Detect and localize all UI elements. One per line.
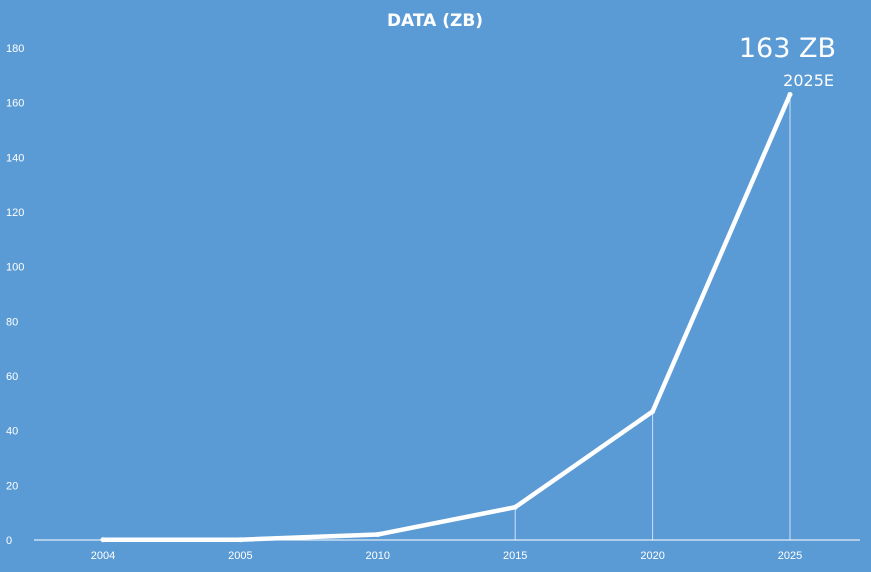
y-tick-label: 60	[6, 371, 18, 383]
x-tick-label: 2020	[640, 550, 664, 562]
x-tick-label: 2005	[228, 550, 252, 562]
x-tick-label: 2010	[366, 550, 390, 562]
data-point	[512, 504, 518, 510]
y-tick-label: 180	[6, 43, 24, 55]
x-axis-ticks: 2004 2005 2010 2015 2020 2025	[91, 550, 802, 562]
y-tick-label: 80	[6, 316, 18, 328]
chart-title: DATA (ZB)	[387, 11, 483, 31]
data-series-line	[100, 92, 793, 542]
x-tick-label: 2004	[91, 550, 115, 562]
y-tick-label: 20	[6, 480, 18, 492]
data-points	[100, 91, 793, 543]
data-point	[100, 537, 106, 543]
peak-value-annotation: 163 ZB	[739, 33, 836, 64]
data-point	[650, 409, 656, 415]
y-axis-ticks: 0 20 40 60 80 100 120 140 160 180	[6, 43, 24, 547]
data-point	[237, 537, 243, 543]
data-point	[787, 91, 793, 97]
y-tick-label: 40	[6, 426, 18, 438]
drop-lines	[514, 94, 791, 540]
x-tick-label: 2015	[503, 550, 527, 562]
data-point	[375, 532, 381, 538]
peak-category-annotation: 2025E	[783, 71, 834, 90]
y-tick-label: 0	[6, 535, 12, 547]
y-tick-label: 140	[6, 152, 24, 164]
x-tick-label: 2025	[778, 550, 802, 562]
y-tick-label: 120	[6, 207, 24, 219]
y-tick-label: 160	[6, 98, 24, 110]
y-tick-label: 100	[6, 262, 24, 274]
